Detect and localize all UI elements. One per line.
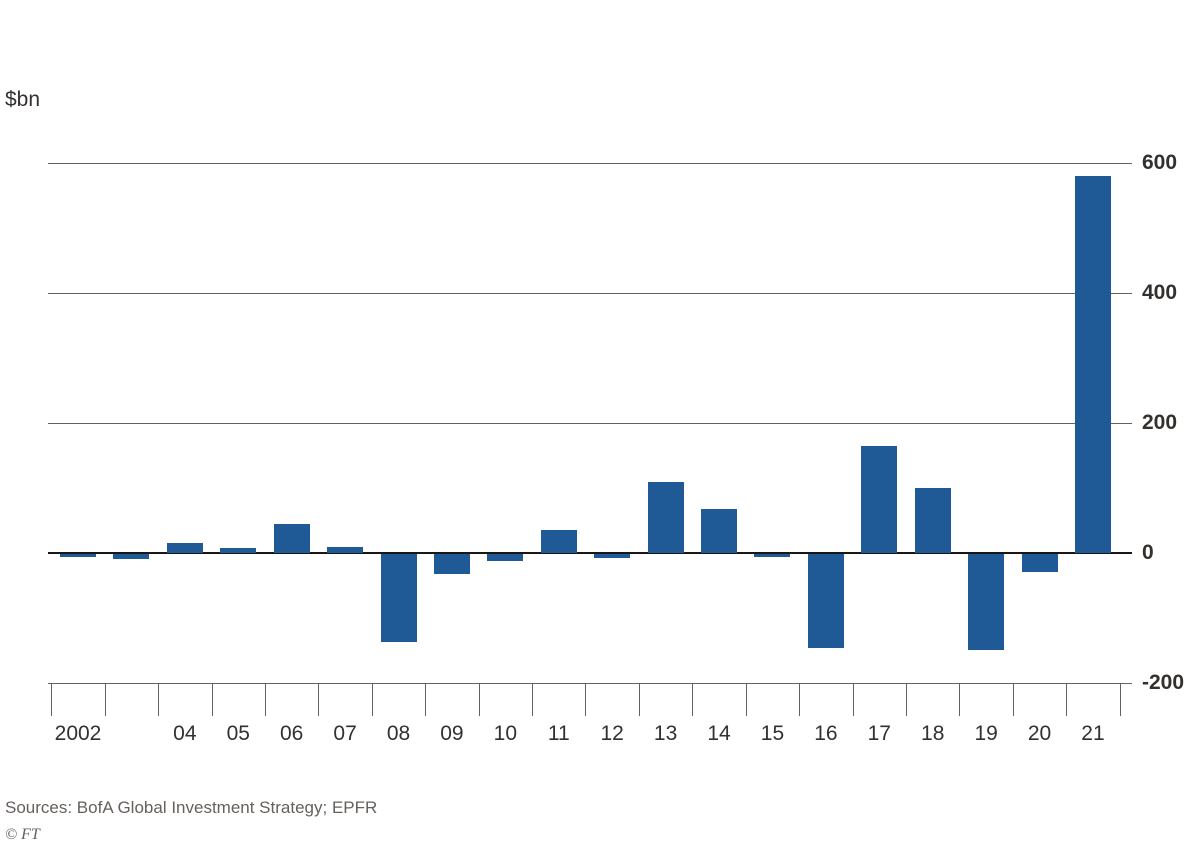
- bar-2005: [220, 547, 257, 553]
- bar-2018: [914, 488, 951, 553]
- x-axis-label-2016: 16: [814, 722, 838, 745]
- x-axis-tick: [104, 684, 106, 716]
- bar-2017: [861, 445, 898, 553]
- bar-2010: [487, 554, 524, 561]
- x-axis-tick: [51, 684, 53, 716]
- x-axis-tick: [158, 684, 160, 716]
- x-axis-label-2015: 15: [760, 722, 785, 745]
- x-axis-tick: [532, 684, 534, 716]
- x-axis-label-2020: 20: [1027, 722, 1052, 745]
- x-axis-tick: [318, 684, 320, 716]
- x-axis-tick: [745, 684, 747, 716]
- x-axis-label-2012: 12: [600, 722, 624, 745]
- x-axis-tick: [211, 684, 213, 716]
- bar-2009: [433, 554, 470, 574]
- sources-note: Sources: BofA Global Investment Strategy…: [5, 798, 378, 817]
- gridline: [48, 162, 1132, 164]
- bar-2013: [647, 481, 684, 553]
- x-axis-tick: [264, 684, 266, 716]
- y-axis-tick-label: 200: [1142, 411, 1178, 434]
- x-axis-label-2019: 19: [974, 722, 998, 745]
- bar-2007: [327, 546, 364, 553]
- bar-2004: [166, 543, 203, 553]
- x-axis-tick: [959, 684, 961, 716]
- x-axis-label-2017: 17: [867, 722, 891, 745]
- y-axis-tick-label: 600: [1142, 151, 1178, 174]
- ft-copyright: © FT: [5, 826, 40, 843]
- bar-2014: [701, 508, 738, 553]
- x-axis-label-2010: 10: [493, 722, 518, 745]
- x-axis-label-2007: 07: [333, 722, 357, 745]
- bar-2012: [594, 554, 631, 558]
- x-axis-label-2009: 09: [440, 722, 464, 745]
- x-axis-tick: [585, 684, 587, 716]
- gridline: [48, 682, 1132, 684]
- y-axis-tick-label: 400: [1142, 281, 1178, 304]
- x-axis-label-2002: 2002: [54, 722, 102, 745]
- bar-2019: [968, 554, 1005, 651]
- gridline: [48, 292, 1132, 294]
- x-axis-tick: [425, 684, 427, 716]
- x-axis-label-2008: 08: [386, 722, 411, 745]
- y-axis-tick-label: 0: [1142, 541, 1154, 564]
- bar-2015: [754, 554, 791, 558]
- bar-2003: [113, 554, 150, 560]
- bar-2006: [273, 523, 310, 553]
- bar-2020: [1021, 554, 1058, 572]
- x-axis-tick: [692, 684, 694, 716]
- x-axis-label-2006: 06: [279, 722, 304, 745]
- x-axis-label-2011: 11: [547, 722, 570, 745]
- zero-gridline: [48, 552, 1132, 554]
- x-axis-tick: [906, 684, 907, 716]
- x-axis-tick: [371, 684, 373, 716]
- x-axis-tick: [638, 684, 640, 716]
- x-axis-label-2013: 13: [653, 722, 678, 745]
- x-axis-label-2021: 21: [1081, 722, 1105, 745]
- x-axis-label-2018: 18: [921, 722, 945, 745]
- y-axis-tick-label: -200: [1142, 671, 1185, 694]
- bar-2021: [1074, 176, 1111, 553]
- x-axis-tick: [1012, 684, 1014, 716]
- bar-2016: [807, 554, 844, 649]
- x-axis-tick: [1119, 684, 1121, 716]
- x-axis-label-2014: 14: [707, 722, 731, 745]
- x-axis-tick: [1066, 684, 1068, 716]
- bar-2008: [380, 554, 417, 642]
- bar-2002: [60, 554, 96, 558]
- y-axis-unit-label: $bn: [5, 88, 41, 111]
- x-axis-tick: [799, 684, 801, 716]
- x-axis-tick: [852, 684, 854, 716]
- x-axis-tick: [478, 684, 480, 716]
- gridline: [48, 422, 1132, 424]
- x-axis-label-2004: 04: [173, 722, 197, 745]
- bar-2011: [540, 530, 577, 553]
- x-axis-label-2005: 05: [226, 722, 250, 745]
